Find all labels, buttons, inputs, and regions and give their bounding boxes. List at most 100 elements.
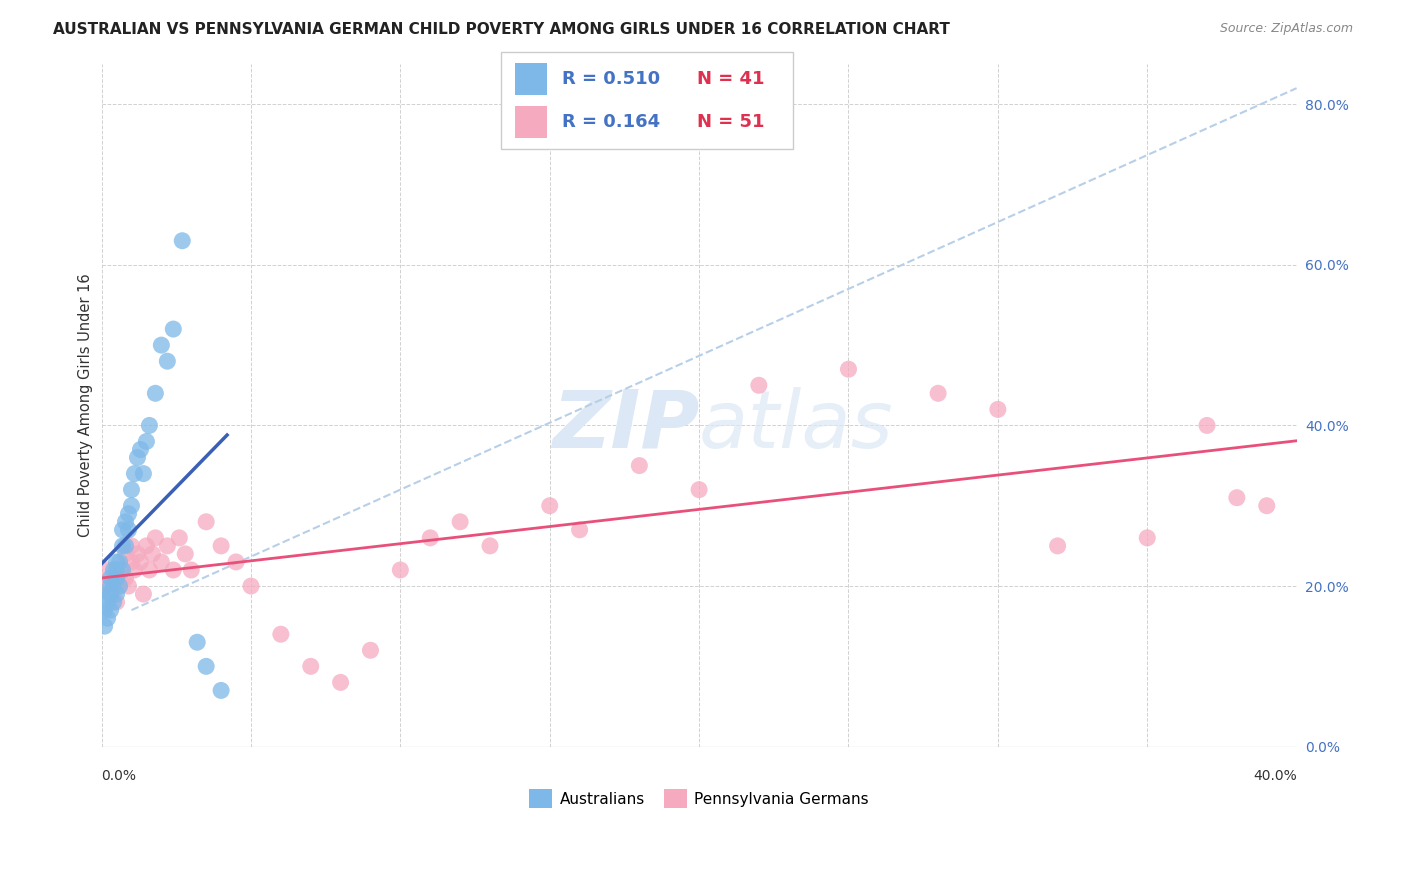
- Point: [114, 571, 136, 585]
- Text: ZIP: ZIP: [551, 387, 699, 465]
- Point: [195, 659, 218, 673]
- Point: [108, 579, 131, 593]
- Point: [124, 563, 146, 577]
- Point: [156, 539, 179, 553]
- Point: [124, 467, 146, 481]
- Point: [1136, 531, 1159, 545]
- Point: [97, 563, 120, 577]
- Point: [129, 442, 152, 457]
- Point: [111, 523, 134, 537]
- Point: [628, 458, 651, 473]
- Text: Source: ZipAtlas.com: Source: ZipAtlas.com: [1219, 22, 1353, 36]
- Point: [138, 563, 160, 577]
- Text: AUSTRALIAN VS PENNSYLVANIA GERMAN CHILD POVERTY AMONG GIRLS UNDER 16 CORRELATION: AUSTRALIAN VS PENNSYLVANIA GERMAN CHILD …: [53, 22, 950, 37]
- Point: [419, 531, 441, 545]
- Point: [138, 418, 160, 433]
- Point: [927, 386, 949, 401]
- Point: [108, 579, 131, 593]
- Point: [1046, 539, 1069, 553]
- Point: [97, 587, 120, 601]
- Point: [100, 587, 122, 601]
- Text: N = 51: N = 51: [697, 113, 765, 131]
- Point: [156, 354, 179, 368]
- Text: R = 0.510: R = 0.510: [562, 70, 661, 87]
- Point: [105, 555, 128, 569]
- Point: [688, 483, 710, 497]
- Point: [135, 539, 157, 553]
- Point: [359, 643, 381, 657]
- Point: [121, 555, 143, 569]
- Point: [105, 571, 128, 585]
- Point: [111, 563, 134, 577]
- Point: [103, 595, 125, 609]
- Point: [389, 563, 412, 577]
- Point: [329, 675, 352, 690]
- Point: [162, 322, 184, 336]
- Point: [748, 378, 770, 392]
- Point: [127, 547, 149, 561]
- Point: [299, 659, 322, 673]
- Point: [225, 555, 247, 569]
- Point: [100, 603, 122, 617]
- Point: [100, 571, 122, 585]
- Point: [172, 234, 194, 248]
- Point: [987, 402, 1010, 417]
- Point: [150, 338, 173, 352]
- Text: 0.0%: 0.0%: [101, 769, 136, 783]
- Point: [100, 587, 122, 601]
- Point: [121, 483, 143, 497]
- Point: [117, 507, 139, 521]
- Point: [180, 563, 202, 577]
- Point: [162, 563, 184, 577]
- Point: [111, 539, 134, 553]
- Point: [114, 547, 136, 561]
- Point: [141, 547, 163, 561]
- Point: [100, 579, 122, 593]
- Point: [93, 619, 115, 633]
- Point: [117, 579, 139, 593]
- Point: [103, 579, 125, 593]
- Text: N = 41: N = 41: [697, 70, 765, 87]
- Point: [568, 523, 591, 537]
- Point: [1195, 418, 1218, 433]
- Point: [108, 555, 131, 569]
- Point: [478, 539, 501, 553]
- Point: [538, 499, 561, 513]
- Point: [145, 386, 167, 401]
- Point: [93, 603, 115, 617]
- Point: [117, 523, 139, 537]
- Point: [135, 434, 157, 449]
- Point: [105, 587, 128, 601]
- Y-axis label: Child Poverty Among Girls Under 16: Child Poverty Among Girls Under 16: [79, 274, 93, 537]
- Point: [132, 587, 155, 601]
- Point: [111, 563, 134, 577]
- Point: [127, 450, 149, 465]
- Point: [93, 579, 115, 593]
- Text: 40.0%: 40.0%: [1253, 769, 1296, 783]
- Point: [1256, 499, 1278, 513]
- Point: [209, 683, 232, 698]
- Point: [150, 555, 173, 569]
- Text: R = 0.164: R = 0.164: [562, 113, 661, 131]
- Point: [114, 539, 136, 553]
- Point: [97, 595, 120, 609]
- Point: [209, 539, 232, 553]
- Point: [105, 563, 128, 577]
- Text: atlas: atlas: [699, 387, 894, 465]
- Point: [145, 531, 167, 545]
- Point: [121, 539, 143, 553]
- Point: [449, 515, 471, 529]
- Point: [270, 627, 292, 641]
- Point: [174, 547, 197, 561]
- Point: [103, 571, 125, 585]
- Point: [97, 611, 120, 625]
- Point: [103, 563, 125, 577]
- Point: [105, 595, 128, 609]
- FancyBboxPatch shape: [515, 106, 547, 138]
- Point: [240, 579, 263, 593]
- Point: [837, 362, 859, 376]
- Point: [186, 635, 208, 649]
- Legend: Australians, Pennsylvania Germans: Australians, Pennsylvania Germans: [523, 783, 875, 814]
- Point: [121, 499, 143, 513]
- Point: [132, 467, 155, 481]
